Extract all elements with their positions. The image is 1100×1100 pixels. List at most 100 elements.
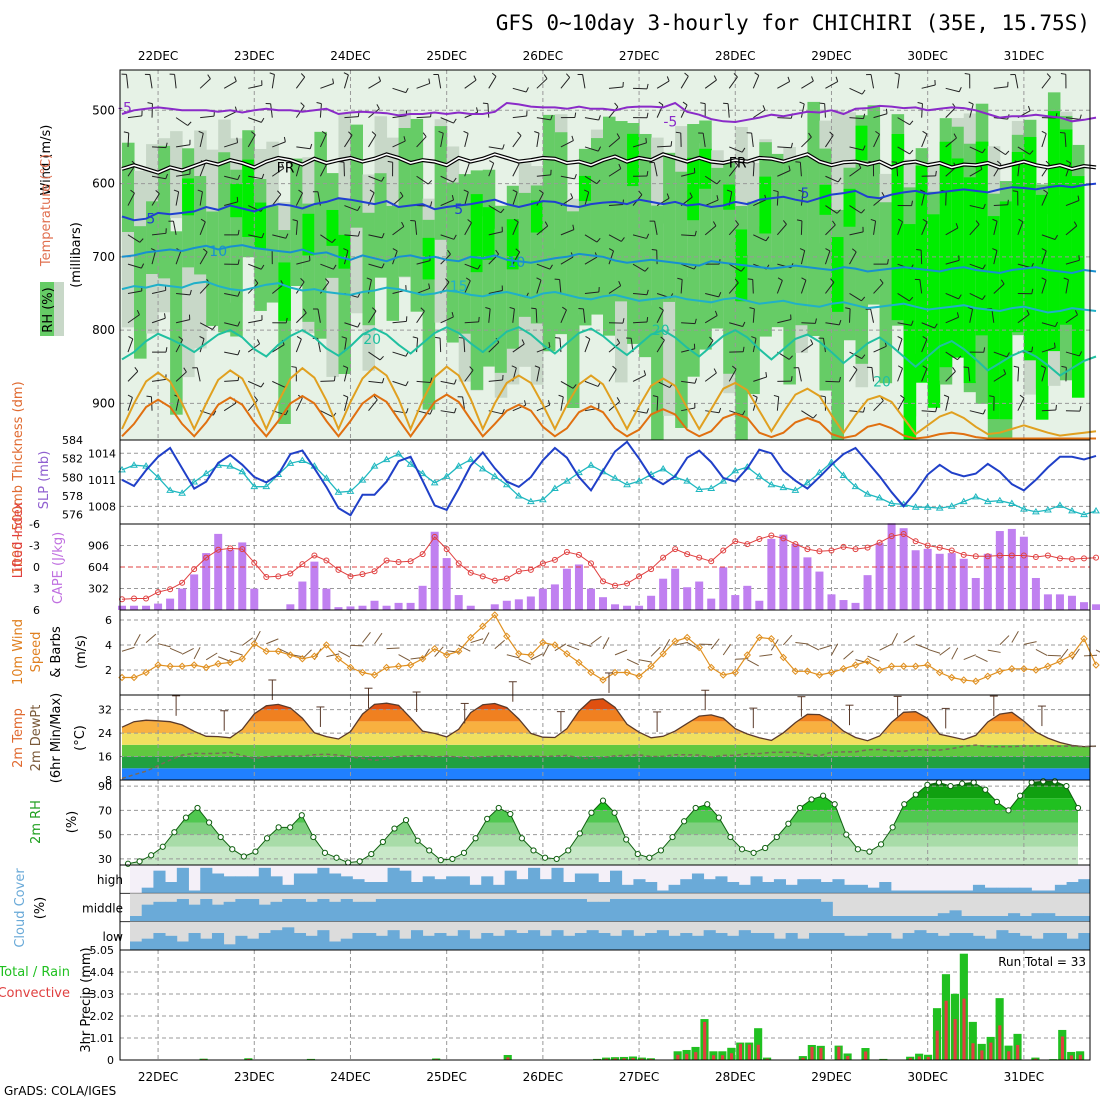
- wind10m-point: [1032, 666, 1040, 674]
- cloud-cover-bar: [996, 916, 1009, 922]
- wind-barb: [945, 293, 959, 300]
- precip-convective-bar: [604, 1058, 608, 1060]
- wind-barb: [1065, 351, 1080, 357]
- cloud-cover-bar: [680, 933, 693, 950]
- lifted-index-point: [239, 546, 246, 553]
- thickness-point: [394, 450, 403, 457]
- wind-barb: [825, 135, 834, 148]
- rh2m-point: [750, 849, 757, 856]
- wind-barb-flag: [643, 370, 647, 376]
- precip-tick-label: 3.03: [90, 988, 115, 1001]
- wind-barb-flag: [1046, 73, 1051, 78]
- wind10m-point: [839, 665, 848, 673]
- wind-barb: [897, 322, 912, 326]
- cape-bar: [1043, 594, 1052, 610]
- rh-cell: [206, 211, 219, 326]
- wind10m-point: [1008, 665, 1016, 673]
- rh2m-point: [808, 796, 815, 803]
- wind10m-barb: [759, 654, 773, 657]
- wind10m-point: [479, 622, 487, 630]
- wind10m-point: [491, 611, 499, 619]
- cloud-cover-bar: [329, 873, 342, 894]
- cape-bar: [286, 604, 295, 610]
- rh2m-point: [1005, 807, 1012, 814]
- wind-barb-flag: [894, 72, 900, 75]
- wind-barb-flag: [734, 278, 739, 284]
- wind-barb: [921, 191, 926, 206]
- date-label-bottom: 22DEC: [138, 1070, 178, 1084]
- cloud-cover-bar: [422, 876, 435, 894]
- rh2m-point: [993, 798, 1001, 805]
- wind-barb-flag: [543, 74, 548, 79]
- wind-barb-flag: [476, 107, 479, 113]
- cloud-cover-bar: [434, 899, 447, 922]
- cloud-cover-bar: [223, 901, 236, 922]
- wind-barb: [488, 342, 500, 353]
- wind-barb-flag: [509, 306, 515, 310]
- rh-cell: [482, 207, 496, 260]
- precip-convective-bar: [703, 1021, 707, 1060]
- slp-tick-label: 1011: [88, 474, 116, 487]
- wind10m-point: [238, 655, 246, 663]
- wind-barb: [560, 396, 564, 411]
- lifted-index-point: [263, 574, 270, 581]
- rh2m-point: [889, 824, 896, 831]
- cloud-cover-bar: [598, 882, 611, 894]
- rh2m-point: [437, 857, 444, 864]
- wind-barb-flag: [1003, 369, 1007, 375]
- wind-barb: [343, 367, 349, 382]
- wind-barb: [368, 80, 381, 89]
- wind-barb: [633, 321, 648, 324]
- wind-barb: [825, 175, 839, 183]
- cloud-cover-bar: [551, 899, 564, 922]
- wind-barb: [536, 225, 548, 236]
- wind-barb-flag: [1043, 189, 1048, 194]
- wind-barb-flag: [920, 189, 926, 193]
- wind-barb: [705, 199, 719, 207]
- cloud-cover-bar: [926, 916, 939, 922]
- wind-barb: [825, 322, 840, 326]
- lifted-index-point: [948, 547, 955, 554]
- wind-barb: [801, 136, 812, 148]
- contour-label: 10: [508, 255, 526, 271]
- wind-barb-flag: [651, 248, 657, 251]
- cloud-cover-bar: [176, 899, 189, 922]
- rh-cell: [554, 132, 568, 335]
- wind10m-axis-label: (m/s): [74, 635, 89, 669]
- cape-bar: [154, 603, 163, 610]
- rh2m-point: [935, 779, 943, 786]
- cloud-cover-bar: [645, 933, 658, 950]
- lifted-index-point: [551, 556, 558, 563]
- cloud-cover-bar: [902, 916, 915, 922]
- wind-barb-flag: [130, 189, 135, 194]
- wind10m-barb: [1023, 641, 1037, 645]
- wind-barb: [270, 103, 273, 118]
- wind-barb-flag: [934, 323, 938, 329]
- wind-barb: [728, 164, 739, 177]
- pressure-tick-label: 700: [92, 250, 115, 264]
- rh-cell: [506, 219, 520, 270]
- lifted-index-point: [684, 551, 691, 558]
- wind-barb-flag: [536, 277, 542, 281]
- wind-barb: [127, 314, 140, 324]
- wind-barb: [849, 308, 851, 323]
- cloud-cover-bar: [305, 935, 318, 950]
- rh2m-point: [391, 825, 398, 832]
- cape-bar: [178, 588, 187, 610]
- wind-barb: [608, 234, 622, 242]
- wind10m-barb: [747, 659, 759, 667]
- wind-barb: [921, 84, 936, 89]
- rh-cell: [855, 125, 869, 161]
- wind-barb-flag: [501, 409, 505, 415]
- wind10m-point: [406, 661, 415, 669]
- lifted-index-point: [347, 573, 354, 580]
- wind-barb: [320, 410, 334, 418]
- cape-bar: [971, 577, 980, 610]
- wind10m-barb: [1071, 648, 1080, 660]
- wind-barb: [199, 251, 208, 265]
- wind-barb: [149, 74, 153, 89]
- rh-cell: [530, 200, 544, 233]
- wind-barb-flag: [658, 101, 664, 106]
- wind-barb-flag: [982, 148, 986, 154]
- thickness-point: [731, 466, 740, 474]
